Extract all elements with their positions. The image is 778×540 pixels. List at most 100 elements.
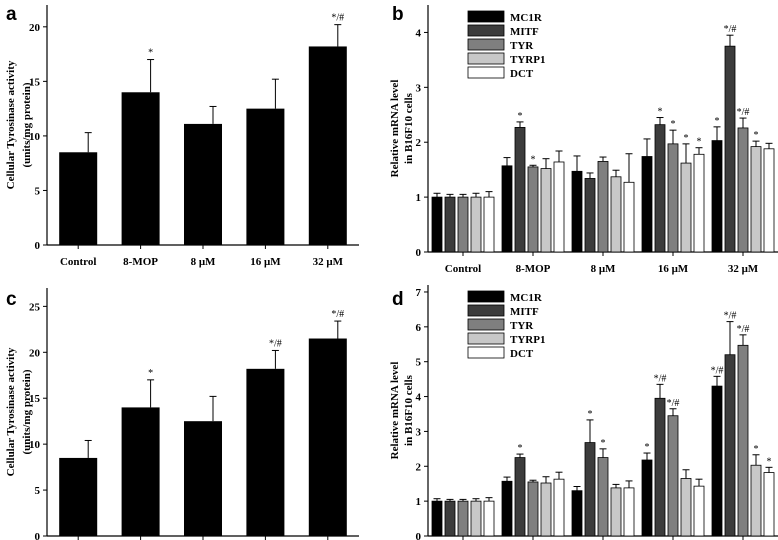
- legend-label: MITF: [510, 306, 539, 318]
- y-tick-label: 0: [35, 531, 41, 540]
- y-tick-label: 5: [35, 485, 41, 497]
- legend-swatch: [467, 346, 505, 359]
- bar: [246, 368, 285, 536]
- y-tick-label: 6: [416, 322, 422, 334]
- significance-annotation: *: [518, 111, 523, 122]
- bar-tyr: [737, 344, 749, 537]
- chart-panel-d: 0 1 2 3 4 5 6 7 Relative mRNA level in B16F10 cel…: [389, 285, 778, 540]
- significance-annotation: *: [588, 409, 593, 420]
- y-axis-label: Cellular Tyrosinase activity: [5, 347, 17, 476]
- bar-tyr: [667, 415, 679, 537]
- significance-annotation: *: [767, 456, 772, 467]
- y-tick-label: 7: [416, 287, 422, 299]
- legend-label: TYRP1: [510, 54, 545, 66]
- bar-tyrp1: [470, 196, 482, 253]
- significance-annotation: *: [754, 130, 759, 141]
- y-axis-label: Relative mRNA level: [389, 80, 401, 178]
- bar-tyrp1: [540, 482, 552, 537]
- significance-annotation: *: [697, 137, 702, 148]
- y-axis-label: in B16F10 cells: [403, 374, 415, 446]
- significance-annotation: *: [601, 438, 606, 449]
- bar: [184, 421, 222, 536]
- x-tick-label: 8 μM: [591, 263, 616, 275]
- legend-swatch: [467, 66, 505, 79]
- legend-swatch: [467, 10, 505, 23]
- bar-dct: [553, 478, 565, 537]
- bar-mitf: [514, 457, 526, 537]
- bar-tyrp1: [610, 487, 622, 537]
- bar-mitf: [444, 500, 456, 537]
- bar-tyr: [527, 481, 539, 537]
- bar-dct: [623, 181, 635, 253]
- significance-annotation: *: [658, 107, 663, 118]
- bar-tyr: [527, 166, 539, 253]
- significance-annotation: */#: [724, 311, 737, 322]
- y-tick-label: 2: [416, 461, 422, 473]
- panel-letter: a: [6, 4, 17, 25]
- significance-annotation: */#: [737, 107, 750, 118]
- bar-mc1r: [711, 140, 723, 253]
- y-tick-label: 0: [416, 247, 422, 259]
- bar-tyr: [457, 500, 469, 537]
- bar-tyrp1: [610, 176, 622, 253]
- bar-tyr: [667, 143, 679, 253]
- legend-swatch: [467, 290, 505, 303]
- bar-mc1r: [501, 165, 513, 253]
- bar-dct: [693, 153, 705, 253]
- bar: [121, 92, 160, 245]
- bar-dct: [763, 148, 775, 253]
- y-axis-label: (units/mg protein): [21, 369, 33, 454]
- bar-tyrp1: [470, 500, 482, 537]
- bar-mc1r: [711, 385, 723, 537]
- y-tick-label: 20: [29, 347, 41, 359]
- legend-label: DCT: [510, 68, 534, 80]
- bar-mc1r: [431, 196, 443, 253]
- bar-tyrp1: [540, 168, 552, 253]
- y-tick-label: 1: [416, 496, 422, 508]
- y-tick-label: 15: [29, 393, 41, 405]
- y-tick-label: 4: [416, 392, 422, 404]
- chart-panel-b: 0 1 2 3 4 Relative mRNA level in B16F10 cells b…: [389, 4, 778, 275]
- x-tick-label: 8 μM: [191, 256, 216, 268]
- bar-tyrp1: [750, 146, 762, 253]
- bar-dct: [763, 472, 775, 537]
- legend-label: TYR: [510, 40, 534, 52]
- significance-annotation: *: [518, 443, 523, 454]
- bar-tyr: [737, 127, 749, 253]
- legend-label: DCT: [510, 348, 534, 360]
- significance-annotation: *: [148, 368, 153, 379]
- y-tick-label: 3: [416, 82, 422, 94]
- significance-annotation: */#: [331, 309, 344, 320]
- bar-tyr: [597, 457, 609, 537]
- significance-annotation: */#: [711, 365, 724, 376]
- legend-label: TYRP1: [510, 334, 545, 346]
- legend-swatch: [467, 304, 505, 317]
- legend-label: MITF: [510, 26, 539, 38]
- bar: [308, 46, 347, 245]
- y-tick-label: 5: [416, 357, 422, 369]
- bar-dct: [623, 487, 635, 537]
- legend-label: MC1R: [510, 292, 543, 304]
- bar-mc1r: [571, 170, 583, 253]
- y-axis-label: Relative mRNA level: [389, 362, 401, 460]
- bar-dct: [483, 196, 495, 253]
- bar: [121, 407, 160, 536]
- bar-dct: [553, 161, 565, 253]
- bar-dct: [483, 500, 495, 537]
- y-tick-label: 10: [29, 131, 41, 143]
- bar: [184, 123, 222, 245]
- bar-mitf: [444, 196, 456, 253]
- legend-label: TYR: [510, 320, 534, 332]
- bar-mc1r: [641, 459, 653, 537]
- y-axis-label: Cellular Tyrosinase activity: [5, 60, 17, 189]
- y-tick-label: 1: [416, 192, 422, 204]
- y-tick-label: 25: [29, 301, 41, 313]
- y-tick-label: 4: [416, 27, 422, 39]
- bar-mitf: [654, 397, 666, 537]
- significance-annotation: *: [684, 133, 689, 144]
- significance-annotation: */#: [724, 24, 737, 35]
- legend-swatch: [467, 24, 505, 37]
- bar-mitf: [514, 127, 526, 253]
- significance-annotation: *: [645, 442, 650, 453]
